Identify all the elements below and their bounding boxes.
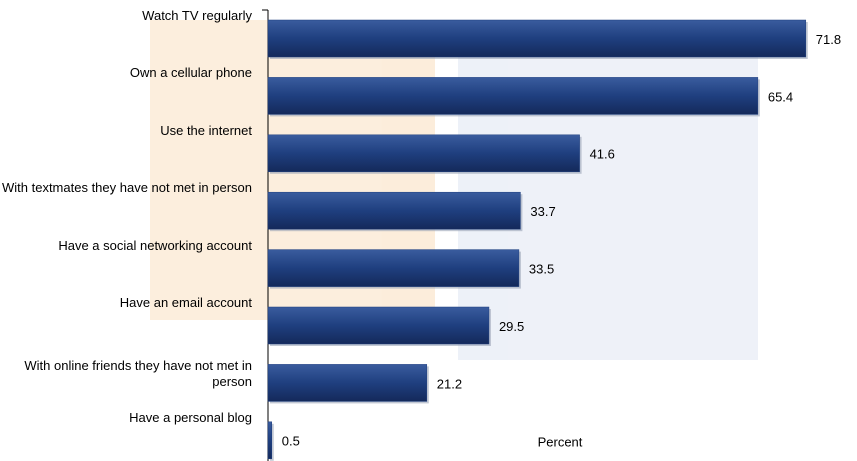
bar — [267, 421, 272, 460]
category-label: With textmates they have not met in pers… — [1, 180, 252, 196]
bar — [267, 364, 428, 402]
category-label: Own a cellular phone — [129, 65, 252, 81]
value-label: 71.8 — [816, 32, 841, 47]
value-label: 41.6 — [590, 147, 615, 162]
category-label: With online friends they have not met in… — [24, 358, 252, 390]
bar — [267, 134, 580, 173]
bar — [267, 19, 807, 58]
bar — [267, 191, 521, 230]
value-label: 65.4 — [768, 89, 793, 104]
x-axis-label: Percent — [538, 434, 583, 449]
value-label: 21.2 — [437, 376, 462, 391]
value-label: 0.5 — [282, 434, 300, 449]
value-label: 29.5 — [499, 319, 524, 334]
value-label: 33.5 — [529, 262, 554, 277]
bar — [267, 249, 520, 287]
category-label: Watch TV regularly — [142, 8, 252, 23]
bar — [267, 306, 490, 345]
category-label: Have an email account — [119, 295, 252, 310]
bar — [267, 77, 759, 115]
category-label: Have a personal blog — [129, 409, 252, 425]
category-label: Use the internet — [160, 122, 252, 138]
value-label: 33.7 — [530, 204, 555, 219]
category-label: Have a social networking account — [58, 237, 252, 253]
